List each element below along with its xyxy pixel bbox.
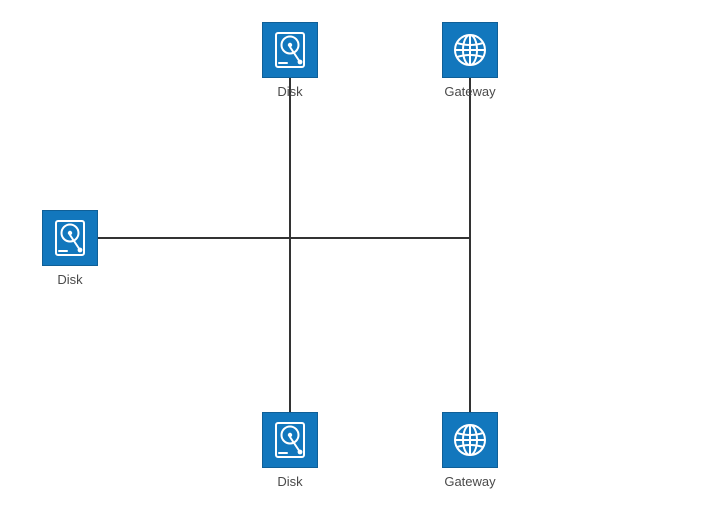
node-label: Disk [277,84,302,99]
node-gateway_top[interactable]: Gateway [442,22,498,99]
node-label: Gateway [444,84,495,99]
node-label: Disk [57,272,82,287]
disk-icon [262,22,318,78]
node-disk_bottom[interactable]: Disk [262,412,318,489]
node-label: Disk [277,474,302,489]
node-disk_left[interactable]: Disk [42,210,98,287]
gateway-icon [442,412,498,468]
disk-icon [262,412,318,468]
node-label: Gateway [444,474,495,489]
node-disk_top[interactable]: Disk [262,22,318,99]
disk-icon [42,210,98,266]
gateway-icon [442,22,498,78]
edge-layer [0,0,705,523]
diagram-canvas: Disk Gateway Disk Disk Gateway [0,0,705,523]
node-gateway_bottom[interactable]: Gateway [442,412,498,489]
